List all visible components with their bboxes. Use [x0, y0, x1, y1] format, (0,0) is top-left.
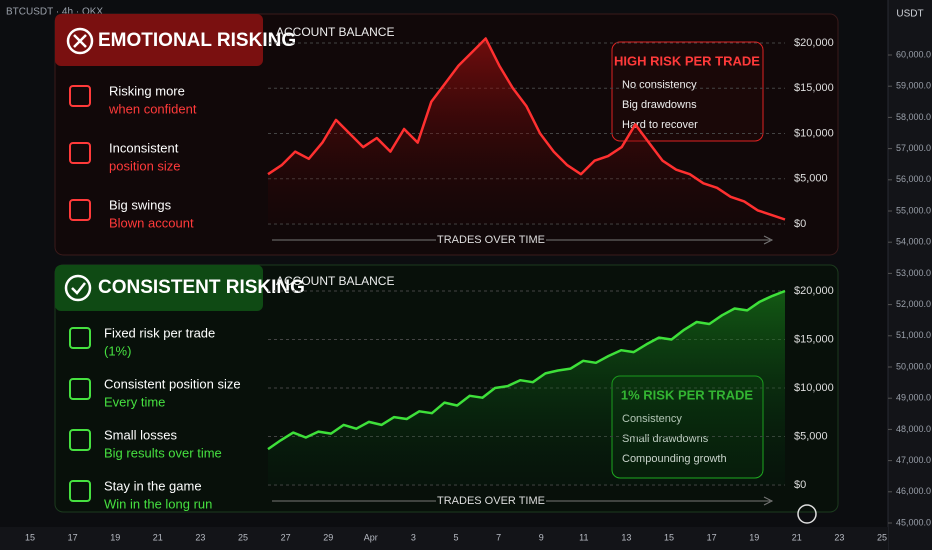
price-label: 55,000.0 — [896, 205, 931, 215]
item-icon — [69, 327, 91, 349]
date-label: Apr — [364, 532, 378, 542]
arrow-head — [763, 235, 774, 245]
date-label: 21 — [792, 532, 802, 542]
price-label: 51,000.0 — [896, 330, 931, 340]
item-title: Small losses — [104, 427, 177, 442]
callout-bullet: Hard to recover — [622, 119, 698, 131]
price-label: 58,000.0 — [896, 112, 931, 122]
item-icon — [69, 480, 91, 502]
date-label: 27 — [281, 532, 291, 542]
item-title: Stay in the game — [104, 478, 202, 493]
arrow-head — [763, 496, 774, 506]
y-tick-label: $0 — [794, 218, 806, 230]
item-icon — [69, 85, 91, 107]
price-label: 54,000.0 — [896, 237, 931, 247]
price-axis-bg — [888, 0, 932, 550]
line — [267, 37, 786, 221]
callout-bullet: Big drawdowns — [622, 99, 697, 111]
date-label: 9 — [539, 532, 544, 542]
date-label: 19 — [749, 532, 759, 542]
x-icon — [73, 34, 87, 48]
item-icon — [69, 378, 91, 400]
label-bg — [436, 232, 546, 248]
date-label: 19 — [110, 532, 120, 542]
panel-header — [55, 14, 263, 66]
panel-title: EMOTIONAL RISKING — [98, 30, 296, 51]
y-tick-label: $15,000 — [794, 333, 834, 345]
date-label: 25 — [877, 532, 887, 542]
date-label: 17 — [68, 532, 78, 542]
price-label: 59,000.0 — [896, 81, 931, 91]
item-title: Fixed risk per trade — [104, 325, 215, 340]
price-label: 48,000.0 — [896, 424, 931, 434]
currency: USDT — [896, 9, 923, 20]
item-icon — [69, 142, 91, 164]
time-axis-bg — [0, 527, 888, 550]
label-bg — [436, 493, 546, 509]
y-tick-label: $20,000 — [794, 37, 834, 49]
y-tick-label: $10,000 — [794, 127, 834, 139]
panel-title: CONSISTENT RISKING — [98, 277, 305, 298]
date-label: 11 — [579, 532, 588, 542]
date-label: 3 — [411, 532, 416, 542]
item-subtitle: when confident — [108, 101, 197, 116]
price-label: 53,000.0 — [896, 268, 931, 278]
chart-title: ACCOUNT BALANCE — [276, 25, 394, 39]
price-label: 60,000.0 — [896, 49, 931, 59]
price-label: 50,000.0 — [896, 361, 931, 371]
date-label: 21 — [153, 532, 163, 542]
icon — [797, 504, 817, 524]
date-label: 29 — [323, 532, 333, 542]
item-icon — [69, 429, 91, 451]
x-axis-label: TRADES OVER TIME — [437, 234, 545, 246]
item-title: Risking more — [109, 83, 185, 98]
item-subtitle: Every time — [104, 394, 165, 409]
item-subtitle: (1%) — [104, 343, 131, 358]
panel-header — [55, 265, 263, 311]
date-label: 13 — [621, 532, 631, 542]
date-label: 25 — [238, 532, 248, 542]
date-label: 5 — [453, 532, 458, 542]
date-label: 23 — [195, 532, 205, 542]
symbol: BTCUSDT · 4h · OKX — [6, 7, 103, 18]
area — [268, 38, 785, 224]
price-label: 52,000.0 — [896, 299, 931, 309]
chart-title: ACCOUNT BALANCE — [276, 274, 394, 288]
y-tick-label: $0 — [794, 479, 806, 491]
check-icon — [64, 274, 92, 302]
y-tick-label: $15,000 — [794, 82, 834, 94]
item-title: Inconsistent — [109, 140, 179, 155]
price-label: 47,000.0 — [896, 455, 931, 465]
date-label: 15 — [25, 532, 35, 542]
callout — [611, 41, 764, 142]
y-tick-label: $5,000 — [794, 173, 828, 185]
y-tick-label: $20,000 — [794, 285, 834, 297]
item-subtitle: position size — [109, 158, 181, 173]
x-icon — [66, 27, 94, 55]
item-icon — [69, 199, 91, 221]
x-axis-label: TRADES OVER TIME — [437, 495, 545, 507]
check-icon — [71, 282, 86, 295]
price-label: 57,000.0 — [896, 143, 931, 153]
item-subtitle: Blown account — [109, 215, 194, 230]
item-title: Consistent position size — [104, 376, 241, 391]
item-title: Big swings — [109, 197, 172, 212]
date-label: 15 — [664, 532, 674, 542]
item-subtitle: Big results over time — [104, 445, 222, 460]
y-tick-label: $10,000 — [794, 382, 834, 394]
date-label: 17 — [707, 532, 717, 542]
price-label: 49,000.0 — [896, 393, 931, 403]
date-label: 7 — [496, 532, 501, 542]
y-tick-label: $5,000 — [794, 430, 828, 442]
callout-bullet: No consistency — [622, 79, 697, 91]
price-label: 45,000.0 — [896, 517, 931, 527]
item-subtitle: Win in the long run — [104, 496, 212, 511]
price-label: 46,000.0 — [896, 486, 931, 496]
callout-title: HIGH RISK PER TRADE — [614, 53, 760, 68]
line — [267, 289, 786, 451]
price-label: 56,000.0 — [896, 174, 931, 184]
date-label: 23 — [834, 532, 844, 542]
